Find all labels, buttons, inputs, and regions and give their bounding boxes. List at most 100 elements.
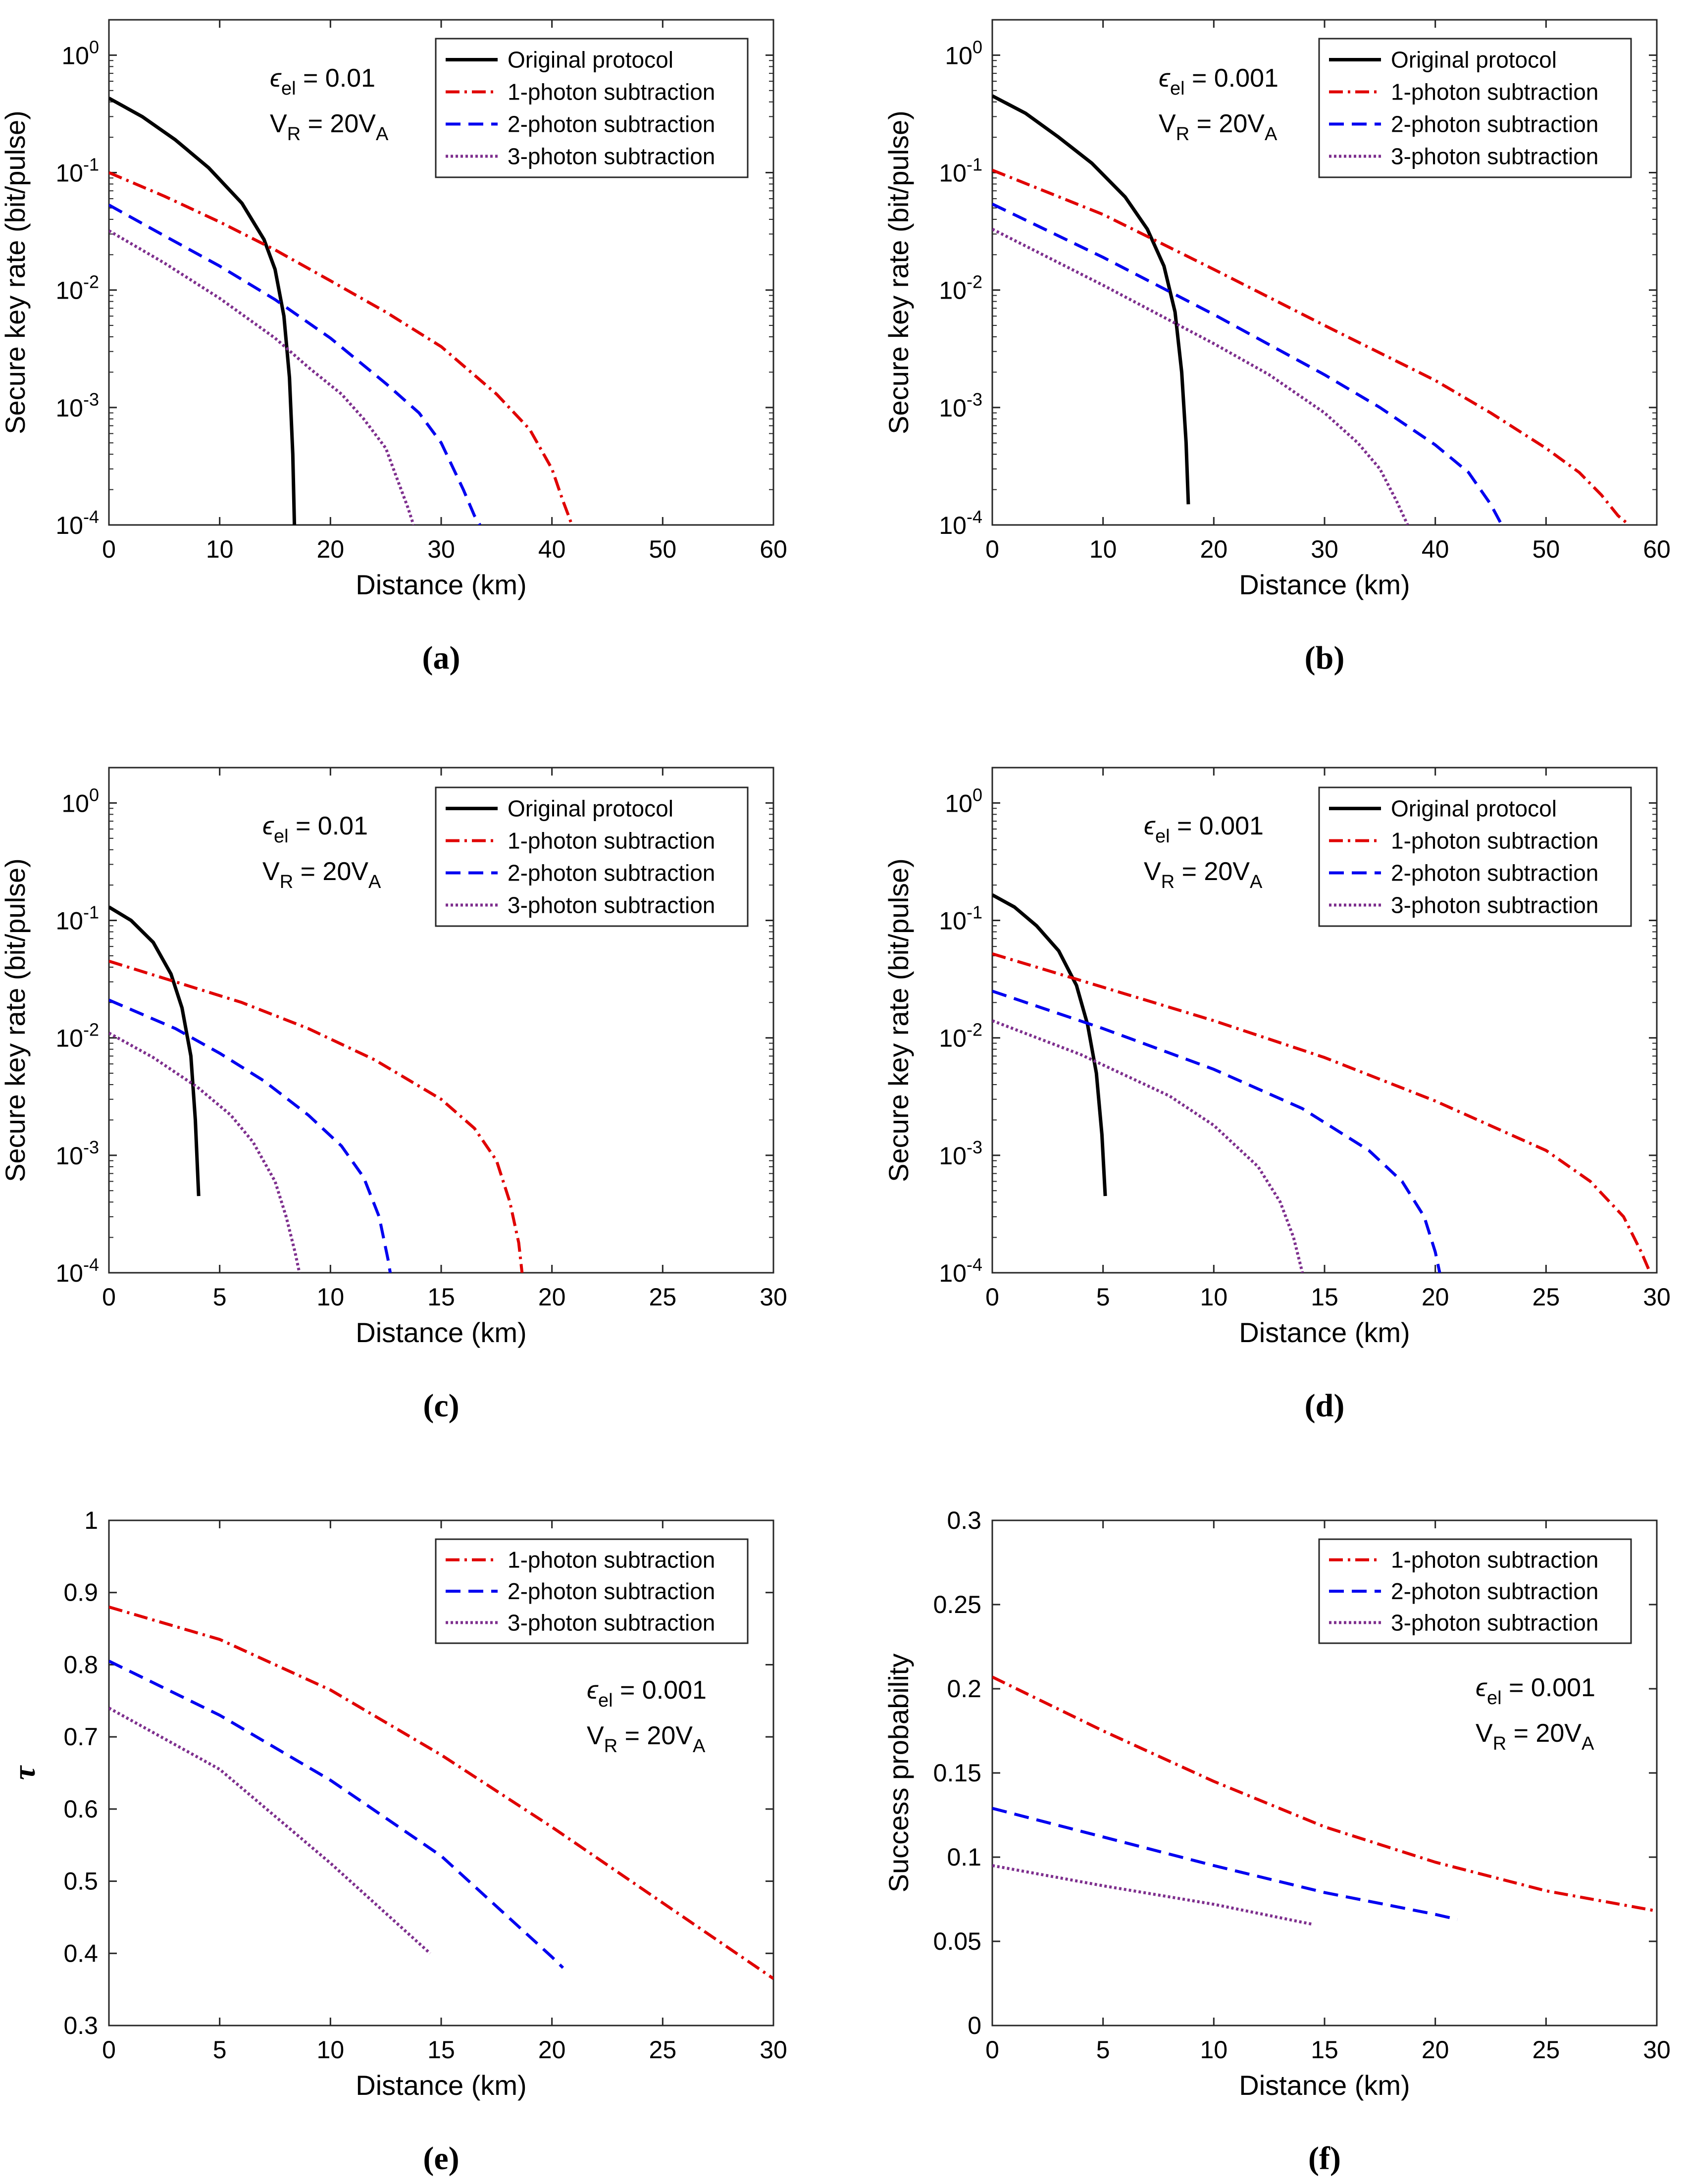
legend-entry: 3-photon subtraction	[1391, 892, 1598, 918]
y-tick-exponent: -4	[967, 1254, 982, 1275]
vr-subscript: R	[1176, 124, 1189, 145]
epsilon-symbol: ϵ	[1476, 1673, 1487, 1702]
vr-symbol: V	[1476, 1719, 1493, 1748]
va-subscript: A	[1582, 1733, 1594, 1754]
series-line-original-protocol	[109, 97, 297, 525]
legend-frame	[1318, 1538, 1632, 1644]
legend-entry: 1-photon subtraction	[508, 828, 715, 854]
series-line-original-protocol	[109, 905, 201, 1196]
legend-entry: 2-photon subtraction	[508, 1578, 715, 1604]
legend: Original protocol 1-photon subtraction 2-p…	[1318, 786, 1632, 927]
y-tick-label: 100	[61, 784, 99, 817]
y-tick-label: 0.15	[933, 1759, 981, 1787]
y-tick-label: 1	[84, 1507, 98, 1534]
legend-frame	[1318, 38, 1632, 178]
epsilon-symbol: ϵ	[270, 64, 282, 93]
panel-caption: (f)	[1308, 2140, 1341, 2177]
y-tick-exponent: -2	[967, 272, 982, 292]
epsilon-subscript: el	[281, 78, 296, 99]
y-tick-label: 10-4	[55, 1254, 99, 1287]
y-axis-label: Secure key rate (bit/pulse)	[0, 858, 31, 1182]
y-tick-label: 0.4	[63, 1939, 98, 1967]
y-tick-label: 10-1	[939, 902, 982, 935]
x-tick-label: 30	[427, 535, 455, 563]
epsilon-value: = 0.001	[613, 1676, 707, 1705]
x-tick-label: 0	[102, 2036, 116, 2064]
y-tick-exponent: -4	[83, 1254, 99, 1275]
annotation-epsilon: ϵel = 0.001	[1159, 64, 1278, 99]
series-line-3-photon-subtraction	[992, 1864, 1314, 1926]
annotation-epsilon: ϵel = 0.001	[1144, 812, 1264, 847]
y-tick-base: 10	[945, 789, 972, 817]
epsilon-symbol: ϵ	[587, 1676, 599, 1705]
annotation-epsilon: ϵel = 0.001	[587, 1676, 707, 1711]
x-tick-label: 15	[427, 1283, 455, 1311]
vr-equals: = 20V	[1506, 1719, 1582, 1748]
y-tick-base: 10	[55, 394, 83, 422]
legend-entry: 1-photon subtraction	[508, 79, 715, 105]
vr-symbol: V	[1159, 109, 1176, 138]
va-subscript: A	[376, 124, 389, 145]
chart-panel-2: 0 5 10 15 20 25 3010010-110-210-310-4Distance …	[0, 767, 787, 1424]
x-tick-label: 25	[649, 2036, 677, 2064]
series-line-2-photon-subtraction	[992, 203, 1503, 525]
annotation-vr: VR = 20VA	[1476, 1719, 1594, 1754]
y-tick-exponent: -4	[967, 507, 982, 527]
x-tick-label: 40	[538, 535, 566, 563]
annotation-vr: VR = 20VA	[1144, 857, 1263, 892]
legend-entry: 3-photon subtraction	[508, 892, 715, 918]
vr-subscript: R	[1493, 1733, 1506, 1754]
y-tick-label: 10-4	[939, 1254, 982, 1287]
y-tick-label: 10-1	[55, 155, 99, 187]
x-tick-label: 30	[760, 1283, 787, 1311]
annotation-vr: VR = 20VA	[1159, 109, 1278, 145]
x-axis-label: Distance (km)	[356, 569, 526, 600]
legend: 1-photon subtraction 2-photon subtraction…	[435, 1538, 749, 1644]
x-tick-label: 10	[1200, 1283, 1228, 1311]
epsilon-subscript: el	[598, 1690, 613, 1711]
y-tick-label: 10-3	[55, 1137, 99, 1170]
epsilon-subscript: el	[274, 826, 289, 847]
vr-symbol: V	[262, 857, 280, 886]
y-axis-label: Secure key rate (bit/pulse)	[0, 110, 31, 434]
vr-equals: = 20V	[293, 857, 368, 886]
y-axis-label: τ	[6, 1765, 42, 1780]
y-tick-base: 10	[939, 277, 967, 305]
legend-entry: 1-photon subtraction	[1391, 828, 1598, 854]
va-subscript: A	[1265, 124, 1278, 145]
epsilon-value: = 0.01	[289, 812, 368, 840]
series-line-1-photon-subtraction	[109, 959, 524, 1273]
x-tick-label: 5	[213, 2036, 227, 2064]
epsilon-subscript: el	[1155, 826, 1170, 847]
y-tick-base: 10	[945, 42, 972, 69]
series-line-2-photon-subtraction	[109, 204, 481, 525]
va-subscript: A	[368, 872, 381, 892]
y-tick-base: 10	[61, 789, 89, 817]
legend: Original protocol 1-photon subtraction 2-p…	[435, 786, 749, 927]
x-tick-label: 10	[317, 2036, 345, 2064]
series-line-3-photon-subtraction	[992, 228, 1409, 525]
y-axis-label: Secure key rate (bit/pulse)	[883, 858, 914, 1182]
annotation-vr: VR = 20VA	[270, 109, 389, 145]
x-tick-label: 20	[1422, 2036, 1449, 2064]
series-line-1-photon-subtraction	[109, 171, 573, 525]
vr-symbol: V	[270, 109, 287, 138]
y-tick-label: 0	[968, 2012, 981, 2039]
y-tick-exponent: -3	[967, 389, 982, 410]
series-line-2-photon-subtraction	[109, 1660, 564, 1969]
panel-caption: (c)	[423, 1388, 459, 1424]
x-tick-label: 10	[206, 535, 234, 563]
vr-subscript: R	[1161, 872, 1175, 892]
y-axis-label: Success probability	[883, 1654, 914, 1892]
panel-caption: (d)	[1305, 1388, 1345, 1424]
x-tick-label: 20	[538, 1283, 566, 1311]
annotation-epsilon: ϵel = 0.01	[270, 64, 375, 99]
series-line-2-photon-subtraction	[109, 998, 392, 1273]
x-axis-label: Distance (km)	[1239, 2070, 1410, 2101]
legend-entry: 2-photon subtraction	[1391, 860, 1598, 886]
y-tick-base: 10	[939, 394, 967, 422]
epsilon-subscript: el	[1170, 78, 1185, 99]
y-tick-exponent: -3	[83, 389, 99, 410]
x-tick-label: 0	[102, 535, 116, 563]
